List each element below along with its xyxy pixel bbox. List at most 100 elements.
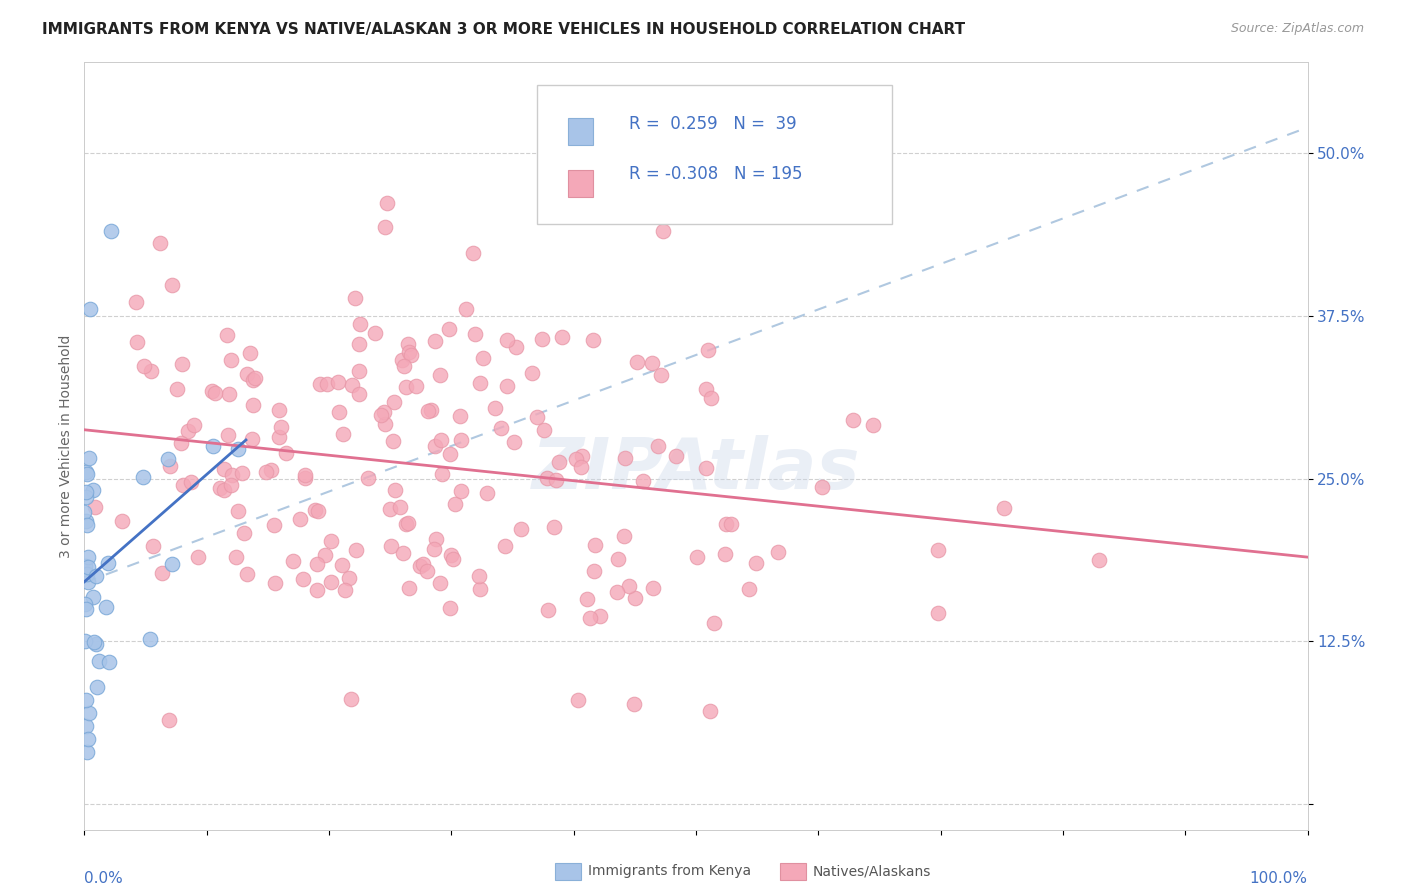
FancyBboxPatch shape xyxy=(568,119,593,145)
Point xyxy=(714,517,737,532)
Point xyxy=(564,452,586,467)
Point xyxy=(330,558,353,572)
Point xyxy=(626,355,648,369)
Point xyxy=(226,504,249,518)
Point xyxy=(396,516,419,530)
Point xyxy=(384,483,406,498)
Point xyxy=(333,582,356,597)
Point xyxy=(162,277,184,292)
Point xyxy=(449,409,471,424)
Point xyxy=(429,576,451,591)
Point xyxy=(340,378,363,392)
Point xyxy=(347,387,370,401)
Point xyxy=(76,517,98,532)
Point xyxy=(343,291,366,305)
Point xyxy=(328,375,350,389)
Point xyxy=(450,483,472,498)
Point xyxy=(509,522,531,536)
Point xyxy=(665,449,688,463)
Point xyxy=(308,504,330,518)
Point xyxy=(363,326,385,341)
Point xyxy=(132,469,155,483)
Point xyxy=(927,606,949,620)
Point xyxy=(464,326,486,341)
Point xyxy=(157,451,180,466)
Point xyxy=(76,745,98,759)
Point xyxy=(394,380,416,394)
Point xyxy=(391,545,413,559)
Point xyxy=(97,557,120,571)
Point xyxy=(443,498,465,512)
Point xyxy=(82,483,104,498)
Point xyxy=(398,581,420,595)
Point xyxy=(75,515,97,529)
Point xyxy=(76,467,98,481)
Point xyxy=(170,435,193,450)
Point xyxy=(631,474,654,488)
Point xyxy=(201,439,224,453)
FancyBboxPatch shape xyxy=(568,169,593,196)
Point xyxy=(441,552,464,566)
Point xyxy=(321,574,343,589)
Point xyxy=(180,475,202,489)
Point xyxy=(567,693,589,707)
Point xyxy=(398,344,420,359)
Point xyxy=(214,462,236,476)
Point xyxy=(83,635,105,649)
Point xyxy=(380,539,402,553)
Y-axis label: 3 or more Vehicles in Household: 3 or more Vehicles in Household xyxy=(59,334,73,558)
Point xyxy=(84,637,107,651)
Point xyxy=(219,477,242,491)
Point xyxy=(125,295,148,310)
Point xyxy=(695,382,717,396)
Point xyxy=(267,430,290,444)
Point xyxy=(375,196,398,211)
Point xyxy=(993,500,1015,515)
Point xyxy=(73,597,96,611)
Point xyxy=(389,500,412,514)
Point xyxy=(316,376,339,391)
Text: 100.0%: 100.0% xyxy=(1250,871,1308,886)
Point xyxy=(75,718,97,732)
Point xyxy=(337,570,360,584)
Point xyxy=(416,564,439,578)
Point xyxy=(392,359,415,373)
Point xyxy=(221,353,243,368)
Point xyxy=(571,449,593,463)
Point xyxy=(430,467,453,481)
Point xyxy=(242,373,264,387)
Point xyxy=(208,481,231,495)
Text: Immigrants from Kenya: Immigrants from Kenya xyxy=(588,864,751,879)
Point xyxy=(73,505,96,519)
Point xyxy=(254,465,277,479)
Point xyxy=(652,225,675,239)
Point xyxy=(357,470,380,484)
Point xyxy=(530,332,553,346)
Point xyxy=(607,552,630,566)
Point xyxy=(75,558,97,573)
Point xyxy=(281,554,304,568)
Point xyxy=(429,368,451,382)
Point xyxy=(505,340,527,354)
Point xyxy=(307,582,329,597)
Point xyxy=(537,603,560,617)
Point xyxy=(624,591,647,606)
Point xyxy=(401,348,423,362)
Point xyxy=(75,692,97,706)
Point xyxy=(242,398,264,412)
Point xyxy=(172,357,194,371)
Point xyxy=(408,559,430,574)
Point xyxy=(378,502,401,516)
Point xyxy=(77,451,100,466)
Point xyxy=(494,539,516,553)
Point xyxy=(569,459,592,474)
Text: Source: ZipAtlas.com: Source: ZipAtlas.com xyxy=(1230,22,1364,36)
Point xyxy=(425,532,447,546)
Point xyxy=(738,582,761,596)
Point xyxy=(461,246,484,260)
Point xyxy=(245,371,267,385)
Point xyxy=(606,584,628,599)
Point xyxy=(76,567,98,582)
Point xyxy=(468,582,491,597)
Point xyxy=(695,460,717,475)
